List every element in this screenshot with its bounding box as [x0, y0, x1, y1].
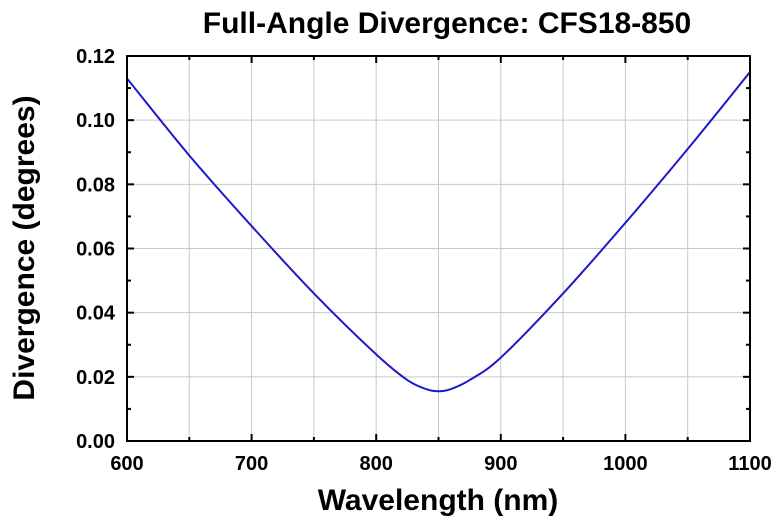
- y-tick-label: 0.12: [76, 46, 115, 68]
- tick-labels: 600 700 800 900 1000 1100 0.00 0.02 0.04 0.06 0.08…: [76, 46, 772, 475]
- x-tick-label: 900: [484, 453, 517, 475]
- x-tick-label: 1100: [728, 453, 771, 475]
- y-tick-label: 0.10: [76, 110, 115, 132]
- x-axis-label: Wavelength (nm): [318, 484, 559, 517]
- y-tick-label: 0.06: [76, 239, 115, 261]
- x-tick-label: 1000: [603, 453, 648, 475]
- chart-title: Full-Angle Divergence: CFS18-850: [203, 7, 691, 40]
- x-tick-label: 600: [110, 453, 143, 475]
- y-tick-label: 0.04: [76, 303, 116, 325]
- y-tick-label: 0.00: [76, 431, 115, 453]
- divergence-series-line: [126, 71, 751, 393]
- axis-ticks: [126, 55, 751, 442]
- x-tick-label: 700: [235, 453, 268, 475]
- y-tick-label: 0.02: [76, 367, 115, 389]
- series-layer: [126, 71, 751, 393]
- y-tick-label: 0.08: [76, 174, 115, 196]
- grid-lines: [127, 56, 750, 441]
- y-axis-label: Divergence (degrees): [8, 95, 41, 400]
- x-tick-label: 800: [360, 453, 393, 475]
